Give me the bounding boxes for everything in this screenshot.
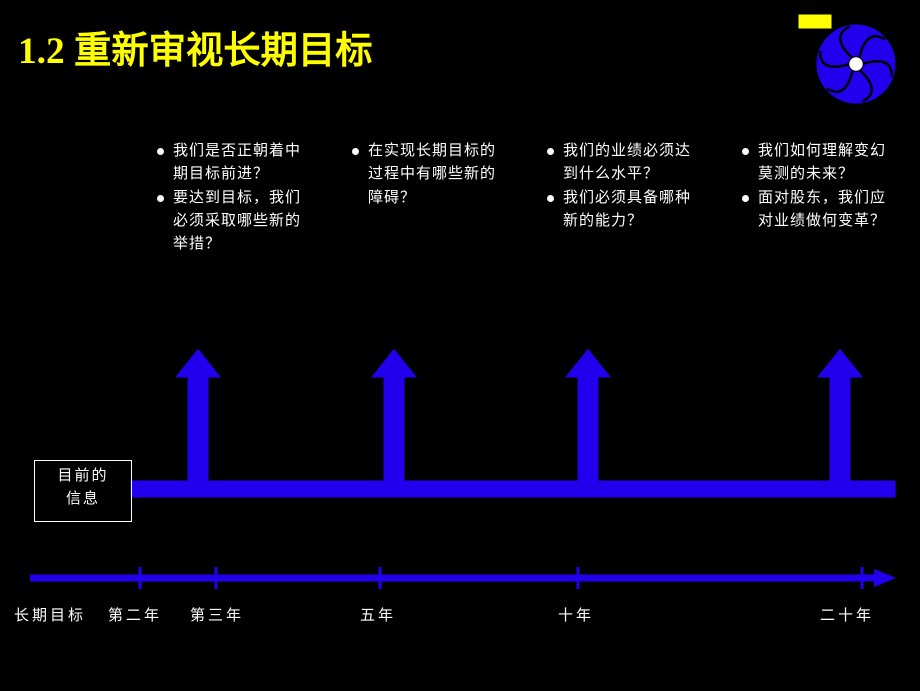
timeline-start-label: 长期目标 xyxy=(14,604,86,625)
timeline-tick-label: 第三年 xyxy=(190,604,244,625)
timeline-tick-label: 五年 xyxy=(360,604,396,625)
timeline-tick-label: 第二年 xyxy=(108,604,162,625)
timeline-axis xyxy=(0,0,920,691)
timeline-tick-label: 十年 xyxy=(558,604,594,625)
timeline-tick-label: 二十年 xyxy=(820,604,874,625)
